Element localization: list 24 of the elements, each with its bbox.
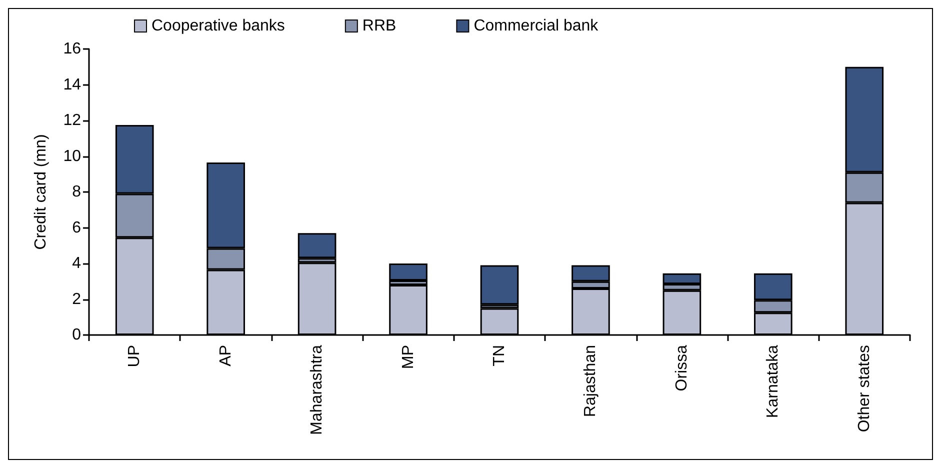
x-tick-label: TN	[491, 345, 508, 366]
bar	[480, 265, 519, 305]
y-axis-title: Credit card (mn)	[32, 134, 50, 250]
legend-label: Commercial bank	[474, 18, 600, 34]
x-tick-label: Karnataka	[764, 344, 782, 418]
y-tick-label: 10	[63, 148, 82, 165]
x-tick-label: Orissa	[673, 344, 690, 392]
y-tick-label: 6	[72, 219, 82, 236]
x-tick-label: UP	[126, 345, 144, 368]
y-tick-label: 2	[72, 290, 82, 308]
y-tick-label: 4	[72, 255, 82, 272]
y-tick-label: 12	[63, 112, 82, 129]
y-tick-label: 16	[63, 40, 82, 58]
legend-label: Cooperative banks	[152, 18, 285, 34]
x-tick-label: Maharashtra	[308, 344, 326, 435]
x-tick-label: MP	[400, 345, 417, 369]
x-tick-label: AP	[217, 345, 234, 366]
x-tick-label: Other states	[856, 345, 873, 432]
legend-label: RRB	[362, 18, 396, 34]
y-tick-label: 8	[72, 184, 82, 200]
y-tick-label: 0	[72, 326, 82, 344]
bar	[298, 233, 336, 258]
x-tick-label: Rajasthan	[582, 345, 600, 418]
y-tick-label: 14	[63, 76, 82, 94]
